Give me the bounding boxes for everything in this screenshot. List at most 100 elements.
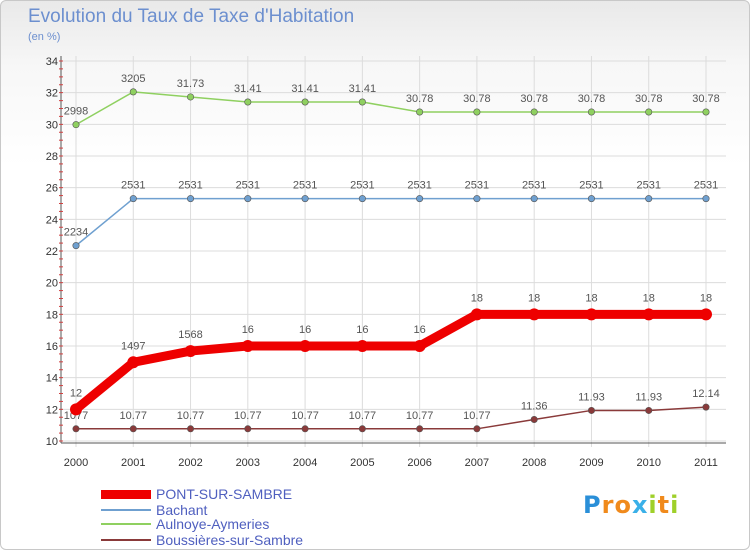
y-tick-label: 22	[46, 246, 58, 258]
data-point	[587, 195, 595, 203]
x-tick-label: 2003	[236, 457, 260, 469]
data-label: 11.93	[578, 391, 605, 403]
data-point	[700, 308, 712, 321]
y-tick-label: 30	[46, 119, 58, 131]
data-point	[645, 195, 653, 203]
data-label: 30.78	[520, 93, 548, 105]
data-label: 12.14	[692, 388, 720, 400]
proxiti-logo: Proxiti	[583, 491, 679, 519]
data-label: 1568	[178, 329, 202, 341]
data-point	[358, 98, 366, 106]
data-label: 3205	[121, 73, 145, 85]
data-point	[129, 195, 137, 203]
data-label: 30.78	[578, 93, 606, 105]
data-label: 2531	[636, 180, 660, 192]
data-label: 16	[299, 324, 311, 336]
data-label: 1497	[121, 340, 145, 352]
y-tick-label: 34	[46, 56, 58, 68]
y-tick-label: 12	[46, 404, 58, 416]
y-tick-label: 28	[46, 151, 58, 163]
data-point	[585, 308, 598, 321]
data-point	[645, 406, 653, 414]
data-label: 10.77	[463, 410, 491, 422]
x-tick-label: 2008	[522, 457, 546, 469]
data-point	[473, 425, 481, 433]
data-label: 10.77	[349, 410, 377, 422]
data-point	[702, 403, 710, 411]
data-label: 30.78	[635, 93, 663, 105]
logo-letter: x	[631, 491, 649, 519]
y-tick-label: 32	[46, 88, 58, 100]
data-point	[358, 425, 366, 433]
x-tick-label: 2009	[579, 457, 603, 469]
data-label: 30.78	[463, 93, 491, 105]
x-tick-label: 2001	[121, 457, 145, 469]
chart-title: Evolution du Taux de Taxe d'Habitation	[28, 6, 355, 27]
data-label: 2234	[64, 227, 88, 239]
data-label: 10.77	[291, 410, 319, 422]
legend-swatch-2	[101, 523, 151, 525]
legend-label-1: Bachant	[156, 502, 208, 518]
legend-label-2: Aulnoye-Aymeries	[156, 516, 270, 532]
x-tick-label: 2005	[350, 457, 374, 469]
data-label: 31.41	[234, 83, 262, 95]
data-point	[530, 108, 538, 116]
y-tick-label: 24	[46, 214, 58, 226]
data-point	[72, 425, 80, 433]
data-point	[530, 415, 538, 423]
logo-letter: i	[648, 491, 658, 519]
data-point	[184, 345, 197, 358]
data-point	[645, 108, 653, 116]
data-label: 10.77	[406, 410, 434, 422]
data-point	[244, 425, 252, 433]
data-point	[72, 242, 80, 250]
y-tick-label: 18	[46, 309, 58, 321]
y-tick-label: 26	[46, 183, 58, 195]
data-label: 31.41	[291, 83, 319, 95]
data-point	[702, 108, 710, 116]
data-label: 31.73	[177, 78, 205, 90]
data-label: 2531	[350, 180, 374, 192]
data-label: 2531	[579, 180, 603, 192]
data-point	[187, 93, 195, 101]
data-label: 16	[242, 324, 254, 336]
data-label: 2531	[121, 180, 145, 192]
data-point	[530, 195, 538, 203]
legend-label-3: Boussières-sur-Sambre	[156, 532, 304, 548]
legend-swatch-0	[101, 489, 151, 499]
logo-letter: i	[670, 491, 680, 519]
data-label: 31.41	[349, 83, 377, 95]
data-label: 2531	[178, 180, 202, 192]
data-label: 2531	[694, 180, 718, 192]
data-label: 2531	[465, 180, 489, 192]
data-label: 10.77	[234, 410, 262, 422]
data-point	[129, 88, 137, 96]
data-point	[127, 356, 140, 369]
data-point	[72, 121, 80, 129]
x-tick-label: 2006	[407, 457, 431, 469]
x-tick-label: 2004	[293, 457, 317, 469]
data-label: 16	[356, 324, 368, 336]
y-tick-label: 14	[46, 373, 58, 385]
data-label: 18	[528, 292, 540, 304]
data-point	[416, 425, 424, 433]
x-tick-label: 2007	[465, 457, 489, 469]
data-point	[301, 425, 309, 433]
series-line-2	[75, 91, 706, 126]
data-point	[528, 308, 541, 321]
data-label: 2531	[236, 180, 260, 192]
data-point	[244, 98, 252, 106]
series-line-0	[73, 309, 706, 413]
y-tick-label: 16	[46, 341, 58, 353]
data-point	[702, 195, 710, 203]
data-point	[473, 195, 481, 203]
data-label: 18	[585, 292, 597, 304]
chart-subtitle: (en %)	[28, 31, 61, 43]
data-point	[356, 340, 369, 352]
data-label: 10.77	[120, 410, 148, 422]
data-label: 2998	[64, 106, 88, 118]
data-label: 30.78	[406, 93, 434, 105]
data-label: 18	[643, 292, 655, 304]
x-tick-label: 2010	[636, 457, 660, 469]
